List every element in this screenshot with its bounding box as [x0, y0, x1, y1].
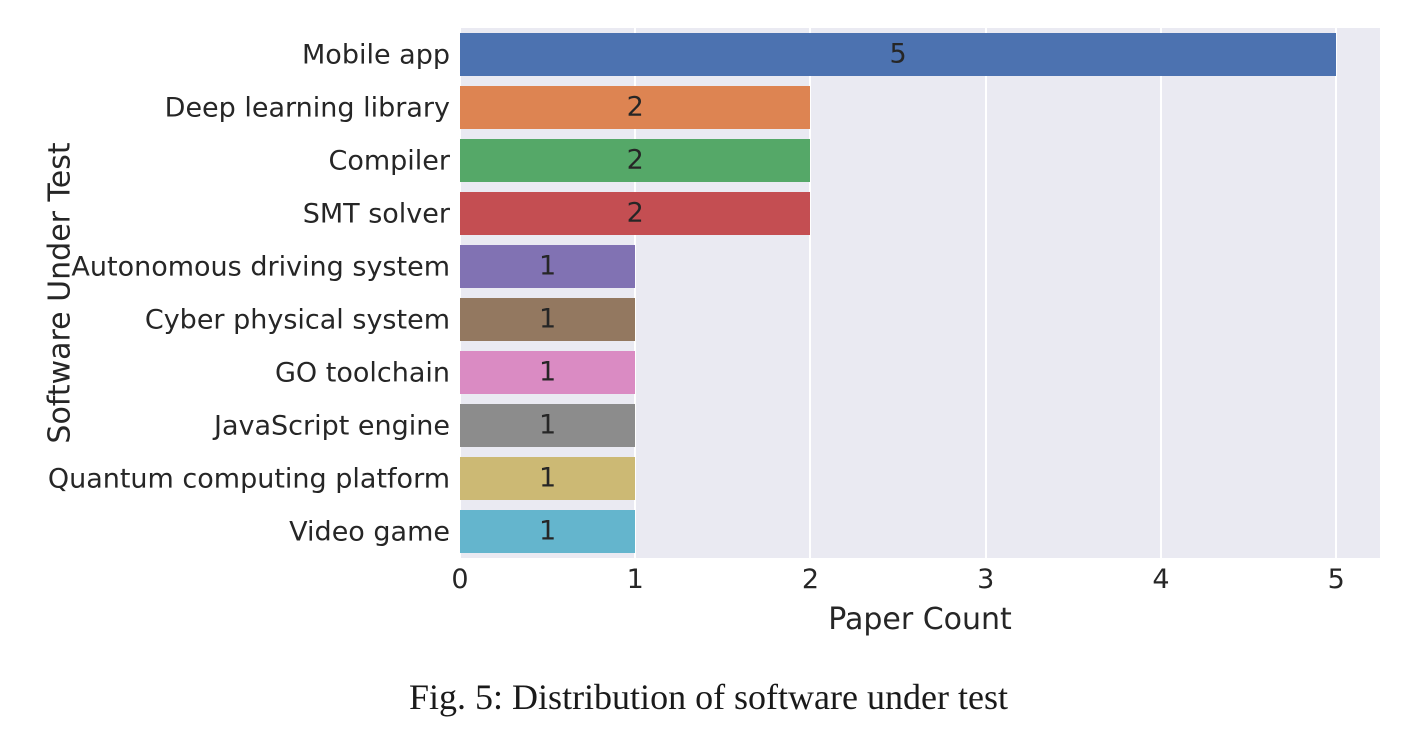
bar: 1 — [460, 404, 635, 446]
bar-value-label: 2 — [460, 92, 810, 123]
bar-value-label: 1 — [460, 251, 635, 282]
bar: 1 — [460, 298, 635, 340]
bar: 2 — [460, 86, 810, 128]
y-axis-label: Software Under Test — [43, 142, 78, 443]
x-axis-label: Paper Count — [828, 602, 1012, 637]
bar-value-label: 1 — [460, 357, 635, 388]
y-tick-label: Cyber physical system — [145, 304, 460, 335]
y-tick-label: GO toolchain — [275, 357, 460, 388]
bar-value-label: 1 — [460, 304, 635, 335]
bar: 1 — [460, 510, 635, 552]
y-tick-label: Deep learning library — [165, 92, 460, 123]
plot-area: 0123455Mobile app2Deep learning library2… — [460, 28, 1380, 558]
bar-value-label: 1 — [460, 410, 635, 441]
y-tick-label: Compiler — [328, 145, 460, 176]
x-tick-label: 4 — [1152, 558, 1169, 595]
x-tick-label: 0 — [451, 558, 468, 595]
bar-value-label: 2 — [460, 145, 810, 176]
y-tick-label: Video game — [289, 516, 460, 547]
bar: 5 — [460, 33, 1336, 75]
bar-value-label: 1 — [460, 516, 635, 547]
figure-container: 0123455Mobile app2Deep learning library2… — [0, 0, 1417, 745]
x-tick-label: 2 — [802, 558, 819, 595]
bar-value-label: 1 — [460, 463, 635, 494]
figure-caption: Fig. 5: Distribution of software under t… — [0, 676, 1417, 718]
bar: 1 — [460, 457, 635, 499]
x-tick-label: 5 — [1328, 558, 1345, 595]
y-tick-label: SMT solver — [303, 198, 460, 229]
bar: 1 — [460, 351, 635, 393]
y-tick-label: Mobile app — [302, 39, 460, 70]
y-tick-label: Quantum computing platform — [48, 463, 460, 494]
bar: 2 — [460, 139, 810, 181]
grid-line — [985, 28, 987, 558]
x-tick-label: 3 — [977, 558, 994, 595]
bar-value-label: 5 — [460, 39, 1336, 70]
bar: 2 — [460, 192, 810, 234]
x-tick-label: 1 — [627, 558, 644, 595]
y-tick-label: Autonomous driving system — [71, 251, 460, 282]
bar-value-label: 2 — [460, 198, 810, 229]
y-tick-label: JavaScript engine — [214, 410, 460, 441]
bar: 1 — [460, 245, 635, 287]
grid-line — [1160, 28, 1162, 558]
grid-line — [1335, 28, 1337, 558]
